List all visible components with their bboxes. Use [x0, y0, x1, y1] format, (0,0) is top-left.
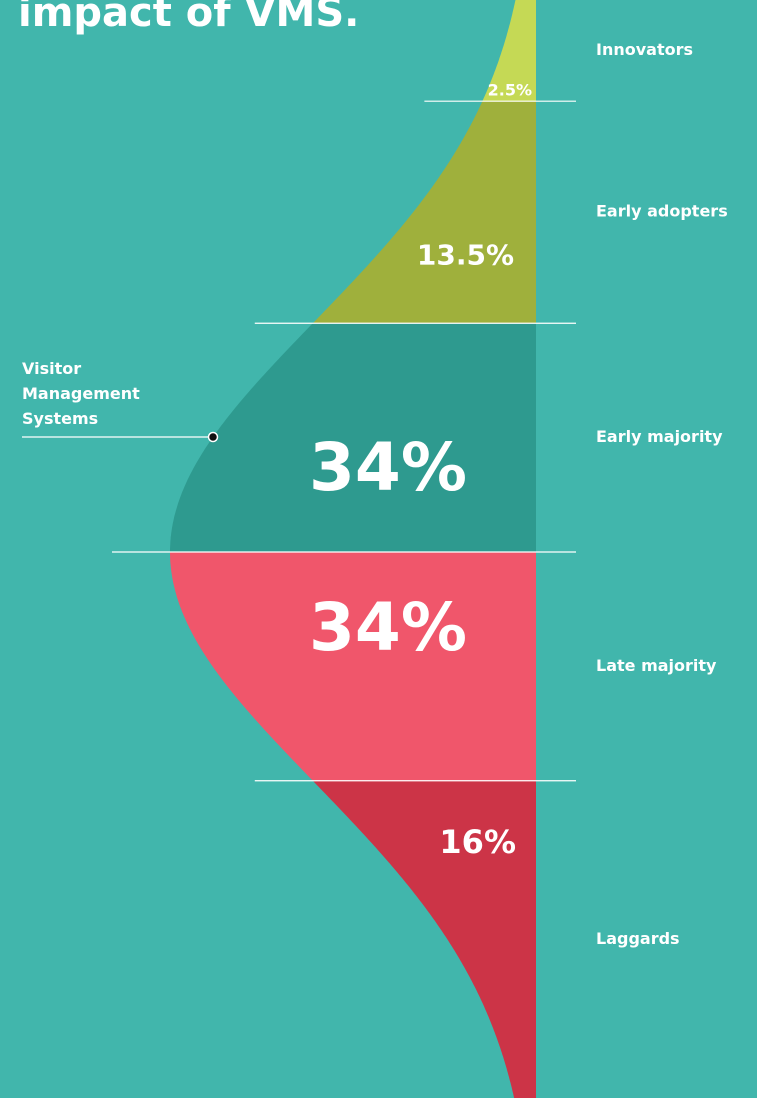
value-label: 34%	[309, 429, 467, 506]
annotation-dot	[207, 431, 219, 443]
value-label: 13.5%	[417, 239, 514, 272]
annotation: Visitor Management Systems	[22, 359, 140, 428]
segment	[482, 0, 536, 102]
category-label: Laggards	[596, 929, 680, 948]
segment	[312, 780, 536, 1098]
category-label: Early adopters	[596, 202, 728, 221]
segment	[170, 323, 536, 552]
chart-title: impact of VMS.	[18, 0, 359, 36]
value-label: 16%	[439, 823, 516, 861]
category-label: Late majority	[596, 656, 717, 675]
value-label: 2.5%	[488, 81, 532, 100]
value-label: 34%	[309, 589, 467, 666]
category-label: Innovators	[596, 40, 693, 59]
segment	[170, 552, 536, 781]
category-label: Early majority	[596, 427, 723, 446]
segment	[312, 101, 536, 324]
